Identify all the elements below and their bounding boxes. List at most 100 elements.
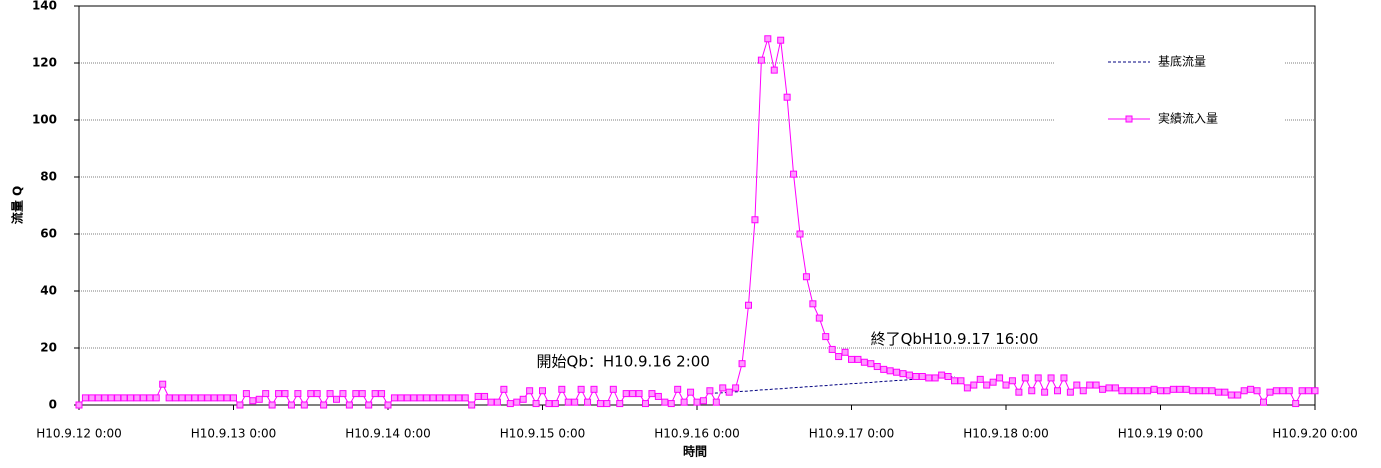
legend-box — [1055, 45, 1285, 140]
data-point — [802, 273, 810, 281]
data-point — [378, 390, 386, 398]
data-point — [745, 301, 752, 309]
data-point — [931, 374, 939, 382]
data-point — [184, 394, 192, 402]
x-tick-label: H10.9.12 0:00 — [36, 427, 122, 441]
data-point — [75, 401, 83, 409]
data-point — [622, 390, 630, 398]
data-point — [384, 401, 392, 409]
data-point — [603, 400, 611, 408]
data-point — [1150, 385, 1158, 393]
data-point — [1079, 387, 1087, 395]
data-point — [777, 36, 785, 44]
data-point — [1028, 387, 1036, 395]
data-point — [1131, 387, 1139, 395]
x-tick-label: H10.9.13 0:00 — [191, 427, 277, 441]
data-point — [880, 365, 888, 373]
data-point — [487, 398, 495, 406]
data-point — [584, 398, 592, 406]
data-point — [757, 56, 765, 64]
data-point — [242, 390, 250, 398]
data-point — [751, 216, 759, 224]
data-point — [1208, 387, 1216, 395]
data-point — [629, 390, 637, 398]
data-point — [835, 353, 843, 361]
data-point — [294, 390, 302, 398]
data-point — [1234, 391, 1242, 399]
data-point — [320, 401, 328, 409]
data-point — [1002, 381, 1010, 389]
data-point — [1176, 385, 1184, 393]
data-point — [848, 355, 855, 363]
data-point — [281, 390, 289, 398]
data-point — [976, 375, 984, 383]
data-point — [1253, 387, 1261, 395]
data-point — [287, 401, 295, 409]
data-point — [1086, 381, 1094, 389]
data-point — [706, 387, 714, 395]
data-point — [905, 371, 913, 379]
y-tick-label: 140 — [32, 0, 57, 13]
data-point — [1279, 387, 1287, 395]
data-point — [1285, 387, 1293, 395]
data-point — [596, 400, 604, 408]
data-point — [448, 394, 456, 402]
data-point — [197, 394, 205, 402]
y-tick-label: 120 — [32, 56, 57, 70]
data-point — [1182, 385, 1190, 393]
data-point — [1189, 387, 1197, 395]
data-point — [1144, 387, 1152, 395]
x-tick-label: H10.9.16 0:00 — [654, 427, 740, 441]
data-point — [481, 392, 489, 400]
data-point — [1008, 377, 1016, 385]
data-point — [1298, 387, 1306, 395]
data-point — [609, 385, 617, 393]
data-point — [1227, 391, 1235, 399]
data-point — [1118, 387, 1126, 395]
y-tick-label: 40 — [40, 284, 57, 298]
annotation: 終了QbH10.9.17 16:00 — [871, 330, 1039, 348]
data-point — [860, 358, 868, 366]
data-point — [1073, 381, 1081, 389]
x-tick-label: H10.9.18 0:00 — [963, 427, 1049, 441]
legend-label: 実績流入量 — [1158, 111, 1218, 126]
data-point — [712, 398, 720, 406]
data-point — [815, 314, 823, 322]
data-point — [506, 400, 514, 408]
data-point — [210, 394, 218, 402]
data-point — [275, 390, 283, 398]
series-line — [709, 376, 955, 395]
data-point — [693, 398, 701, 406]
data-point — [390, 394, 398, 402]
data-point — [1015, 388, 1023, 396]
data-point — [938, 371, 946, 379]
data-point — [1311, 387, 1319, 395]
data-point — [867, 360, 875, 368]
legend-label: 基底流量 — [1158, 54, 1206, 69]
data-point — [912, 373, 920, 380]
data-point — [455, 394, 463, 402]
data-point — [1124, 387, 1132, 395]
data-point — [661, 398, 669, 406]
legend-marker — [1125, 115, 1133, 123]
data-point — [732, 384, 740, 392]
data-point — [1240, 387, 1248, 395]
data-point — [719, 384, 727, 392]
data-point — [539, 387, 546, 395]
annotation: 開始Qb：H10.9.16 2:00 — [537, 353, 710, 371]
data-point — [957, 377, 965, 385]
y-tick-label: 60 — [40, 227, 57, 241]
data-point — [764, 35, 772, 43]
data-point — [326, 390, 334, 398]
data-point — [127, 394, 134, 402]
x-tick-label: H10.9.14 0:00 — [345, 427, 431, 441]
x-tick-label: H10.9.19 0:00 — [1118, 427, 1204, 441]
data-point — [403, 394, 411, 402]
data-point — [101, 394, 109, 402]
data-point — [468, 401, 476, 409]
data-point — [339, 390, 347, 398]
data-point — [81, 394, 89, 402]
data-point — [899, 370, 907, 378]
data-point — [616, 400, 624, 408]
data-point — [159, 380, 167, 388]
